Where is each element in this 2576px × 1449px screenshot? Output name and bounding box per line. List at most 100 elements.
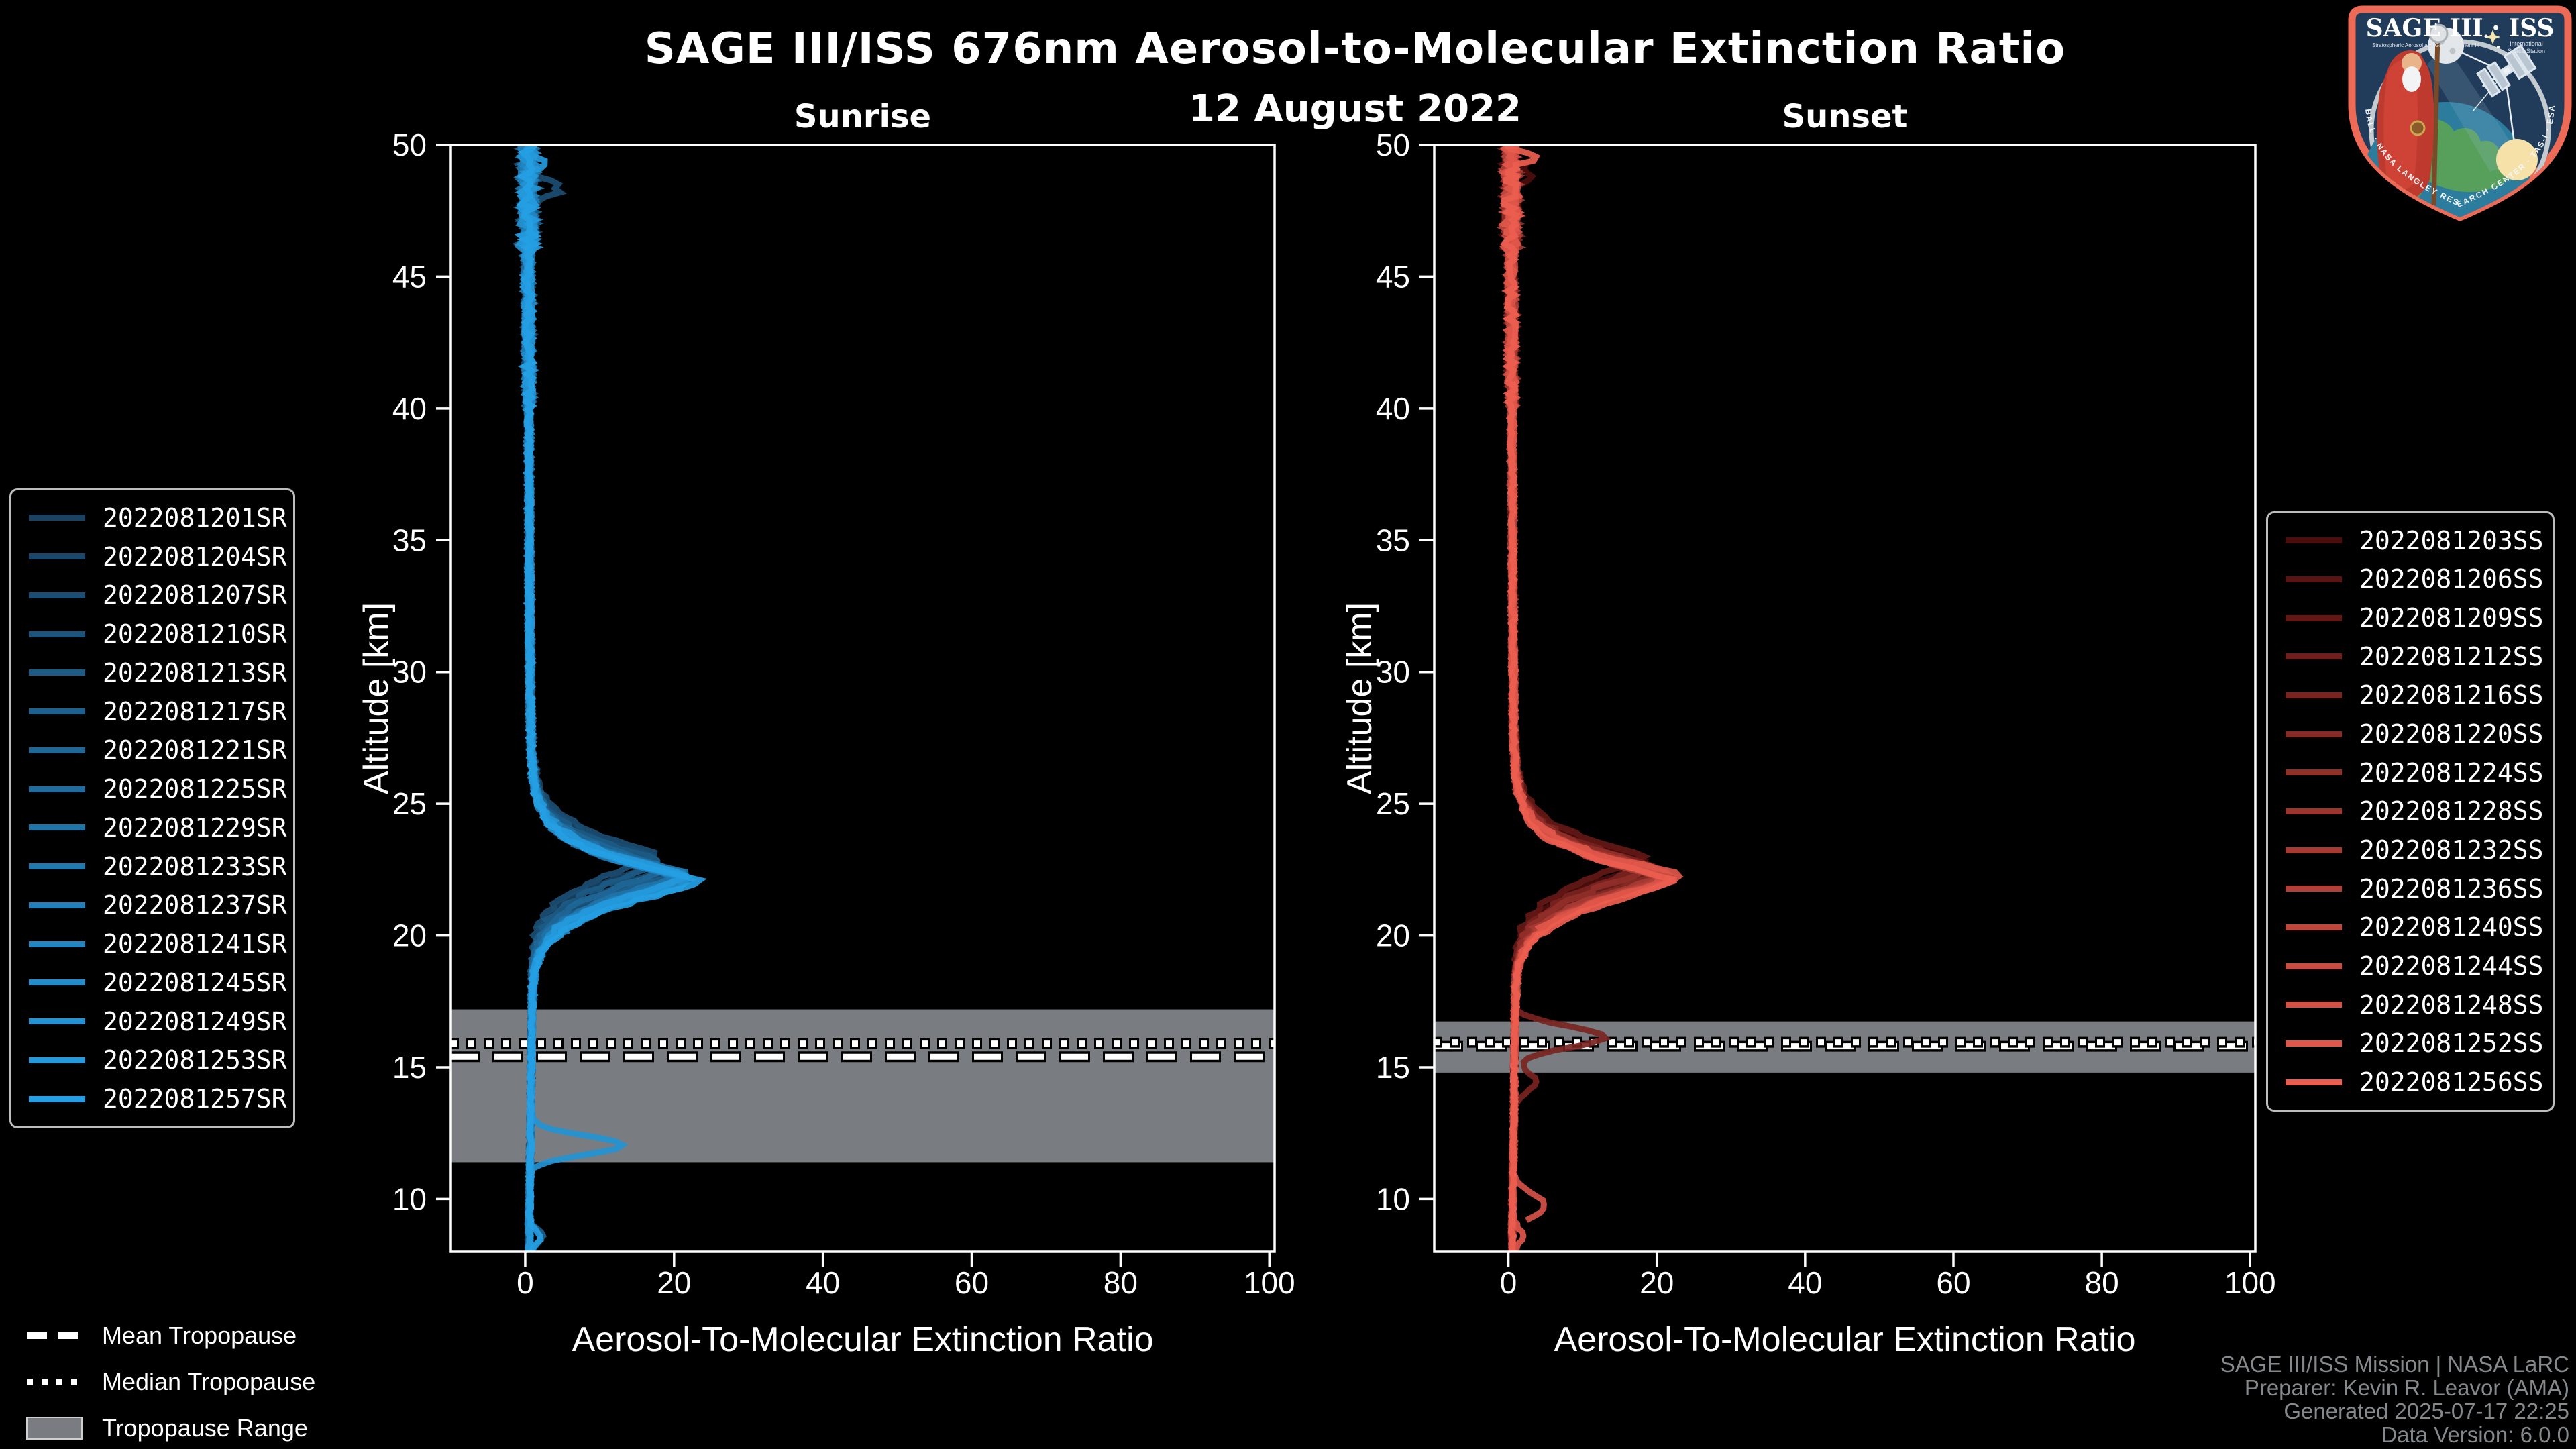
tropopause-range-label: Tropopause Range — [102, 1413, 308, 1442]
series-label: 2022081206SS — [2359, 564, 2544, 594]
profile-line-2022081212SS — [1498, 146, 1654, 1251]
legend-item: 2022081245SR — [11, 968, 293, 998]
staff — [2431, 34, 2440, 206]
legend-item: 2022081216SS — [2268, 680, 2553, 710]
series-label: 2022081257SR — [103, 1084, 287, 1114]
x-tick-label: 40 — [806, 1265, 840, 1300]
x-tick-label: 0 — [1500, 1265, 1517, 1300]
series-label: 2022081229SR — [103, 812, 287, 843]
axes-frame — [1433, 144, 2257, 1253]
series-label: 2022081212SS — [2359, 641, 2544, 672]
y-tick-label: 40 — [1376, 391, 1410, 426]
series-color-swatch — [29, 1095, 85, 1102]
panel-sunrise: 0 20 40 60 80 100 10 15 20 25 30 35 40 45 50 Aerosol-To… — [357, 98, 1295, 1359]
y-tick-label: 50 — [392, 127, 427, 162]
x-axis-label: Aerosol-To-Molecular Extinction Ratio — [1554, 1320, 2135, 1359]
series-color-swatch — [2286, 963, 2342, 969]
legend-item: 2022081253SR — [11, 1045, 293, 1075]
series-label: 2022081209SS — [2359, 603, 2544, 633]
series-color-swatch — [2286, 847, 2342, 853]
tropopause-range-band — [451, 1009, 1274, 1163]
x-tick-label: 40 — [1788, 1265, 1822, 1300]
series-color-swatch — [29, 1018, 85, 1025]
series-label: 2022081220SS — [2359, 719, 2544, 749]
series-color-swatch — [29, 941, 85, 947]
series-color-swatch — [2286, 653, 2342, 660]
plot-area — [1435, 146, 2255, 1251]
series-color-swatch — [2286, 769, 2342, 776]
y-axis-label: Altitude [km] — [1340, 602, 1379, 794]
series-label: 2022081228SS — [2359, 796, 2544, 826]
plot-area — [451, 146, 1274, 1251]
series-label: 2022081248SS — [2359, 989, 2544, 1020]
y-tick-label: 15 — [1376, 1050, 1410, 1085]
legend-item: 2022081213SR — [11, 658, 293, 688]
series-color-swatch — [2286, 885, 2342, 892]
patch-title: SAGE III · ISS — [2366, 14, 2555, 42]
series-color-swatch — [2286, 614, 2342, 621]
series-color-swatch — [29, 1057, 85, 1063]
y-tick-label: 35 — [1376, 523, 1410, 557]
legend-item: 2022081217SR — [11, 697, 293, 727]
series-label: 2022081221SR — [103, 735, 287, 765]
legend-item: 2022081225SR — [11, 774, 293, 804]
footer-credits: SAGE III/ISS Mission | NASA LaRC Prepare… — [2220, 1352, 2569, 1446]
series-label: 2022081203SS — [2359, 525, 2544, 555]
series-label: 2022081225SR — [103, 774, 287, 804]
series-label: 2022081207SR — [103, 580, 287, 610]
profile-line-2022081209SS — [1496, 146, 1652, 1251]
legend-item: 2022081248SS — [2268, 990, 2553, 1020]
x-tick-label: 20 — [1640, 1265, 1674, 1300]
series-color-swatch — [2286, 692, 2342, 698]
x-axis-label: Aerosol-To-Molecular Extinction Ratio — [572, 1320, 1153, 1359]
mean-tropopause-legend-item: Mean Tropopause — [25, 1312, 315, 1358]
patch-subtitle-right2: Space Station — [2508, 48, 2545, 54]
series-label: 2022081237SR — [103, 890, 287, 920]
band-swatch — [25, 1416, 83, 1440]
staff-orb — [2428, 23, 2449, 44]
y-axis-label: Altitude [km] — [357, 602, 396, 794]
legend-item: 2022081241SR — [11, 929, 293, 959]
panel-subtitle-sunrise: Sunrise — [794, 98, 931, 136]
legend-item: 2022081240SS — [2268, 912, 2553, 942]
y-tick-label: 25 — [392, 786, 427, 821]
legend-item: 2022081233SR — [11, 852, 293, 881]
series-label: 2022081224SS — [2359, 757, 2544, 788]
legend-item: 2022081256SS — [2268, 1067, 2553, 1097]
legend-item: 2022081244SS — [2268, 951, 2553, 981]
tropopause-range-legend-item: Tropopause Range — [25, 1405, 315, 1449]
series-color-swatch — [2286, 1079, 2342, 1085]
robe-highlight — [2383, 59, 2418, 191]
y-tick-label: 15 — [392, 1050, 427, 1085]
series-color-swatch — [29, 553, 85, 560]
series-color-swatch — [29, 863, 85, 870]
x-tick-label: 80 — [2085, 1265, 2119, 1300]
page-title: SAGE III/ISS 676nm Aerosol-to-Molecular … — [644, 24, 2066, 74]
figure-beard — [2402, 66, 2421, 92]
legend-item: 2022081236SS — [2268, 874, 2553, 904]
x-tick-label: 60 — [1936, 1265, 1970, 1300]
profile-line-2022081228SS — [1498, 146, 1664, 1251]
profile-line-2022081256SS — [1500, 146, 1677, 1251]
legend-item: 2022081228SS — [2268, 796, 2553, 826]
profile-line-2022081206SS — [1497, 146, 1650, 1245]
star — [2497, 46, 2500, 48]
median-tropopause-legend-item: Median Tropopause — [25, 1358, 315, 1405]
series-label: 2022081233SR — [103, 851, 287, 881]
series-label: 2022081245SR — [103, 967, 287, 998]
y-tick-label: 30 — [1376, 655, 1410, 690]
legend-item: 2022081220SS — [2268, 719, 2553, 749]
legend-item: 2022081212SS — [2268, 642, 2553, 672]
sunrise-series-legend: 2022081201SR 2022081204SR 2022081207SR 2022… — [9, 488, 295, 1128]
y-tick-label: 50 — [1376, 127, 1410, 162]
series-color-swatch — [29, 824, 85, 831]
series-label: 2022081216SS — [2359, 680, 2544, 710]
profile-line-2022081203SS — [1497, 146, 1650, 1251]
x-tick-label: 80 — [1104, 1265, 1138, 1300]
series-label: 2022081210SR — [103, 619, 287, 649]
y-tick-label: 45 — [1376, 259, 1410, 294]
y-tick-label: 40 — [392, 391, 427, 426]
legend-item: 2022081203SS — [2268, 526, 2553, 555]
series-color-swatch — [2286, 731, 2342, 737]
series-color-swatch — [29, 515, 85, 521]
